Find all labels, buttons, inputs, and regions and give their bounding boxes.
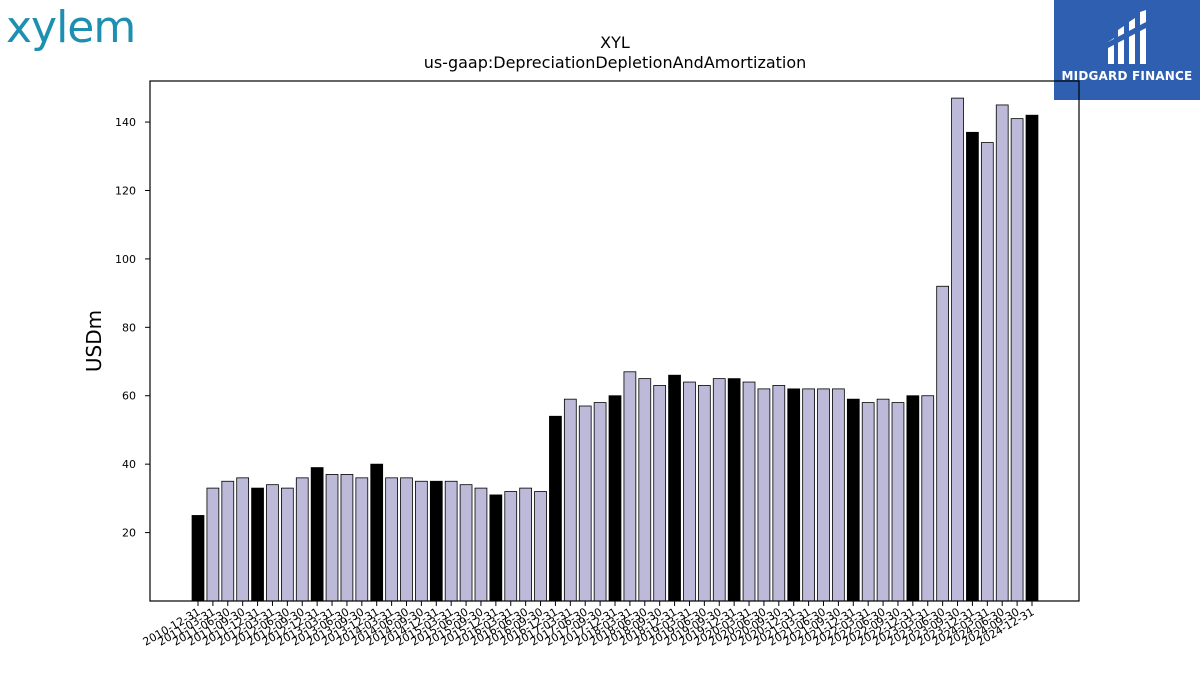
xylem-logo: xylem [6, 2, 136, 53]
y-tick-label: 120 [115, 184, 136, 197]
bar [400, 477, 413, 602]
bar [489, 494, 503, 602]
y-tick-label: 140 [115, 116, 136, 129]
bar [310, 467, 324, 602]
bar [549, 415, 562, 602]
bar [653, 385, 667, 602]
bar [995, 104, 1009, 602]
bar [251, 487, 264, 602]
bar [951, 97, 964, 602]
bar [370, 463, 384, 602]
bar [742, 381, 756, 602]
midgard-brand-text: MIDGARD FINANCE [1061, 69, 1193, 83]
bar [980, 142, 994, 602]
bar [921, 395, 935, 602]
bar [459, 484, 473, 602]
chart-title: XYL [600, 33, 630, 52]
bar [504, 491, 518, 602]
bar [519, 487, 533, 602]
bar [668, 374, 681, 602]
bar [191, 515, 205, 602]
bar [727, 378, 741, 602]
bar [280, 487, 294, 602]
bar [1010, 118, 1024, 602]
bar [817, 388, 830, 602]
bar [772, 385, 786, 602]
bar [906, 395, 920, 602]
y-tick-label: 40 [122, 458, 136, 471]
bar [593, 402, 607, 602]
bar [429, 480, 443, 602]
bar [474, 487, 488, 602]
bar [534, 491, 547, 602]
bar [683, 381, 696, 602]
bar [861, 402, 875, 602]
bar [832, 388, 845, 602]
midgard-mark-icon [1108, 10, 1146, 64]
bar [698, 385, 711, 602]
y-tick-label: 60 [122, 390, 136, 403]
bar [563, 398, 577, 602]
bar [757, 388, 771, 602]
bar [340, 474, 354, 602]
bar [787, 388, 801, 602]
chart-subtitle: us-gaap:DepreciationDepletionAndAmortiza… [423, 53, 807, 72]
bar [966, 131, 979, 602]
bar [608, 395, 622, 602]
bar [1025, 114, 1039, 602]
bar [221, 480, 235, 602]
bar [236, 477, 250, 602]
bar [876, 398, 890, 602]
bar [444, 480, 458, 602]
y-tick-label: 20 [122, 527, 136, 540]
y-tick-label: 80 [122, 321, 136, 334]
bar [638, 378, 652, 602]
bar [385, 477, 398, 602]
bar [891, 402, 905, 602]
bar [712, 378, 726, 602]
bar [325, 474, 339, 602]
midgard-finance-logo: MIDGARD FINANCE [1054, 0, 1200, 100]
bar [266, 484, 279, 602]
bar [936, 285, 950, 602]
bar [415, 480, 428, 602]
bar [355, 477, 369, 602]
bar [206, 487, 220, 602]
bar [802, 388, 815, 602]
bar [846, 398, 860, 602]
bar [578, 405, 592, 602]
bar [295, 477, 309, 602]
bar [623, 371, 637, 602]
y-tick-label: 100 [115, 253, 136, 266]
y-axis-label: USDm [82, 310, 106, 372]
